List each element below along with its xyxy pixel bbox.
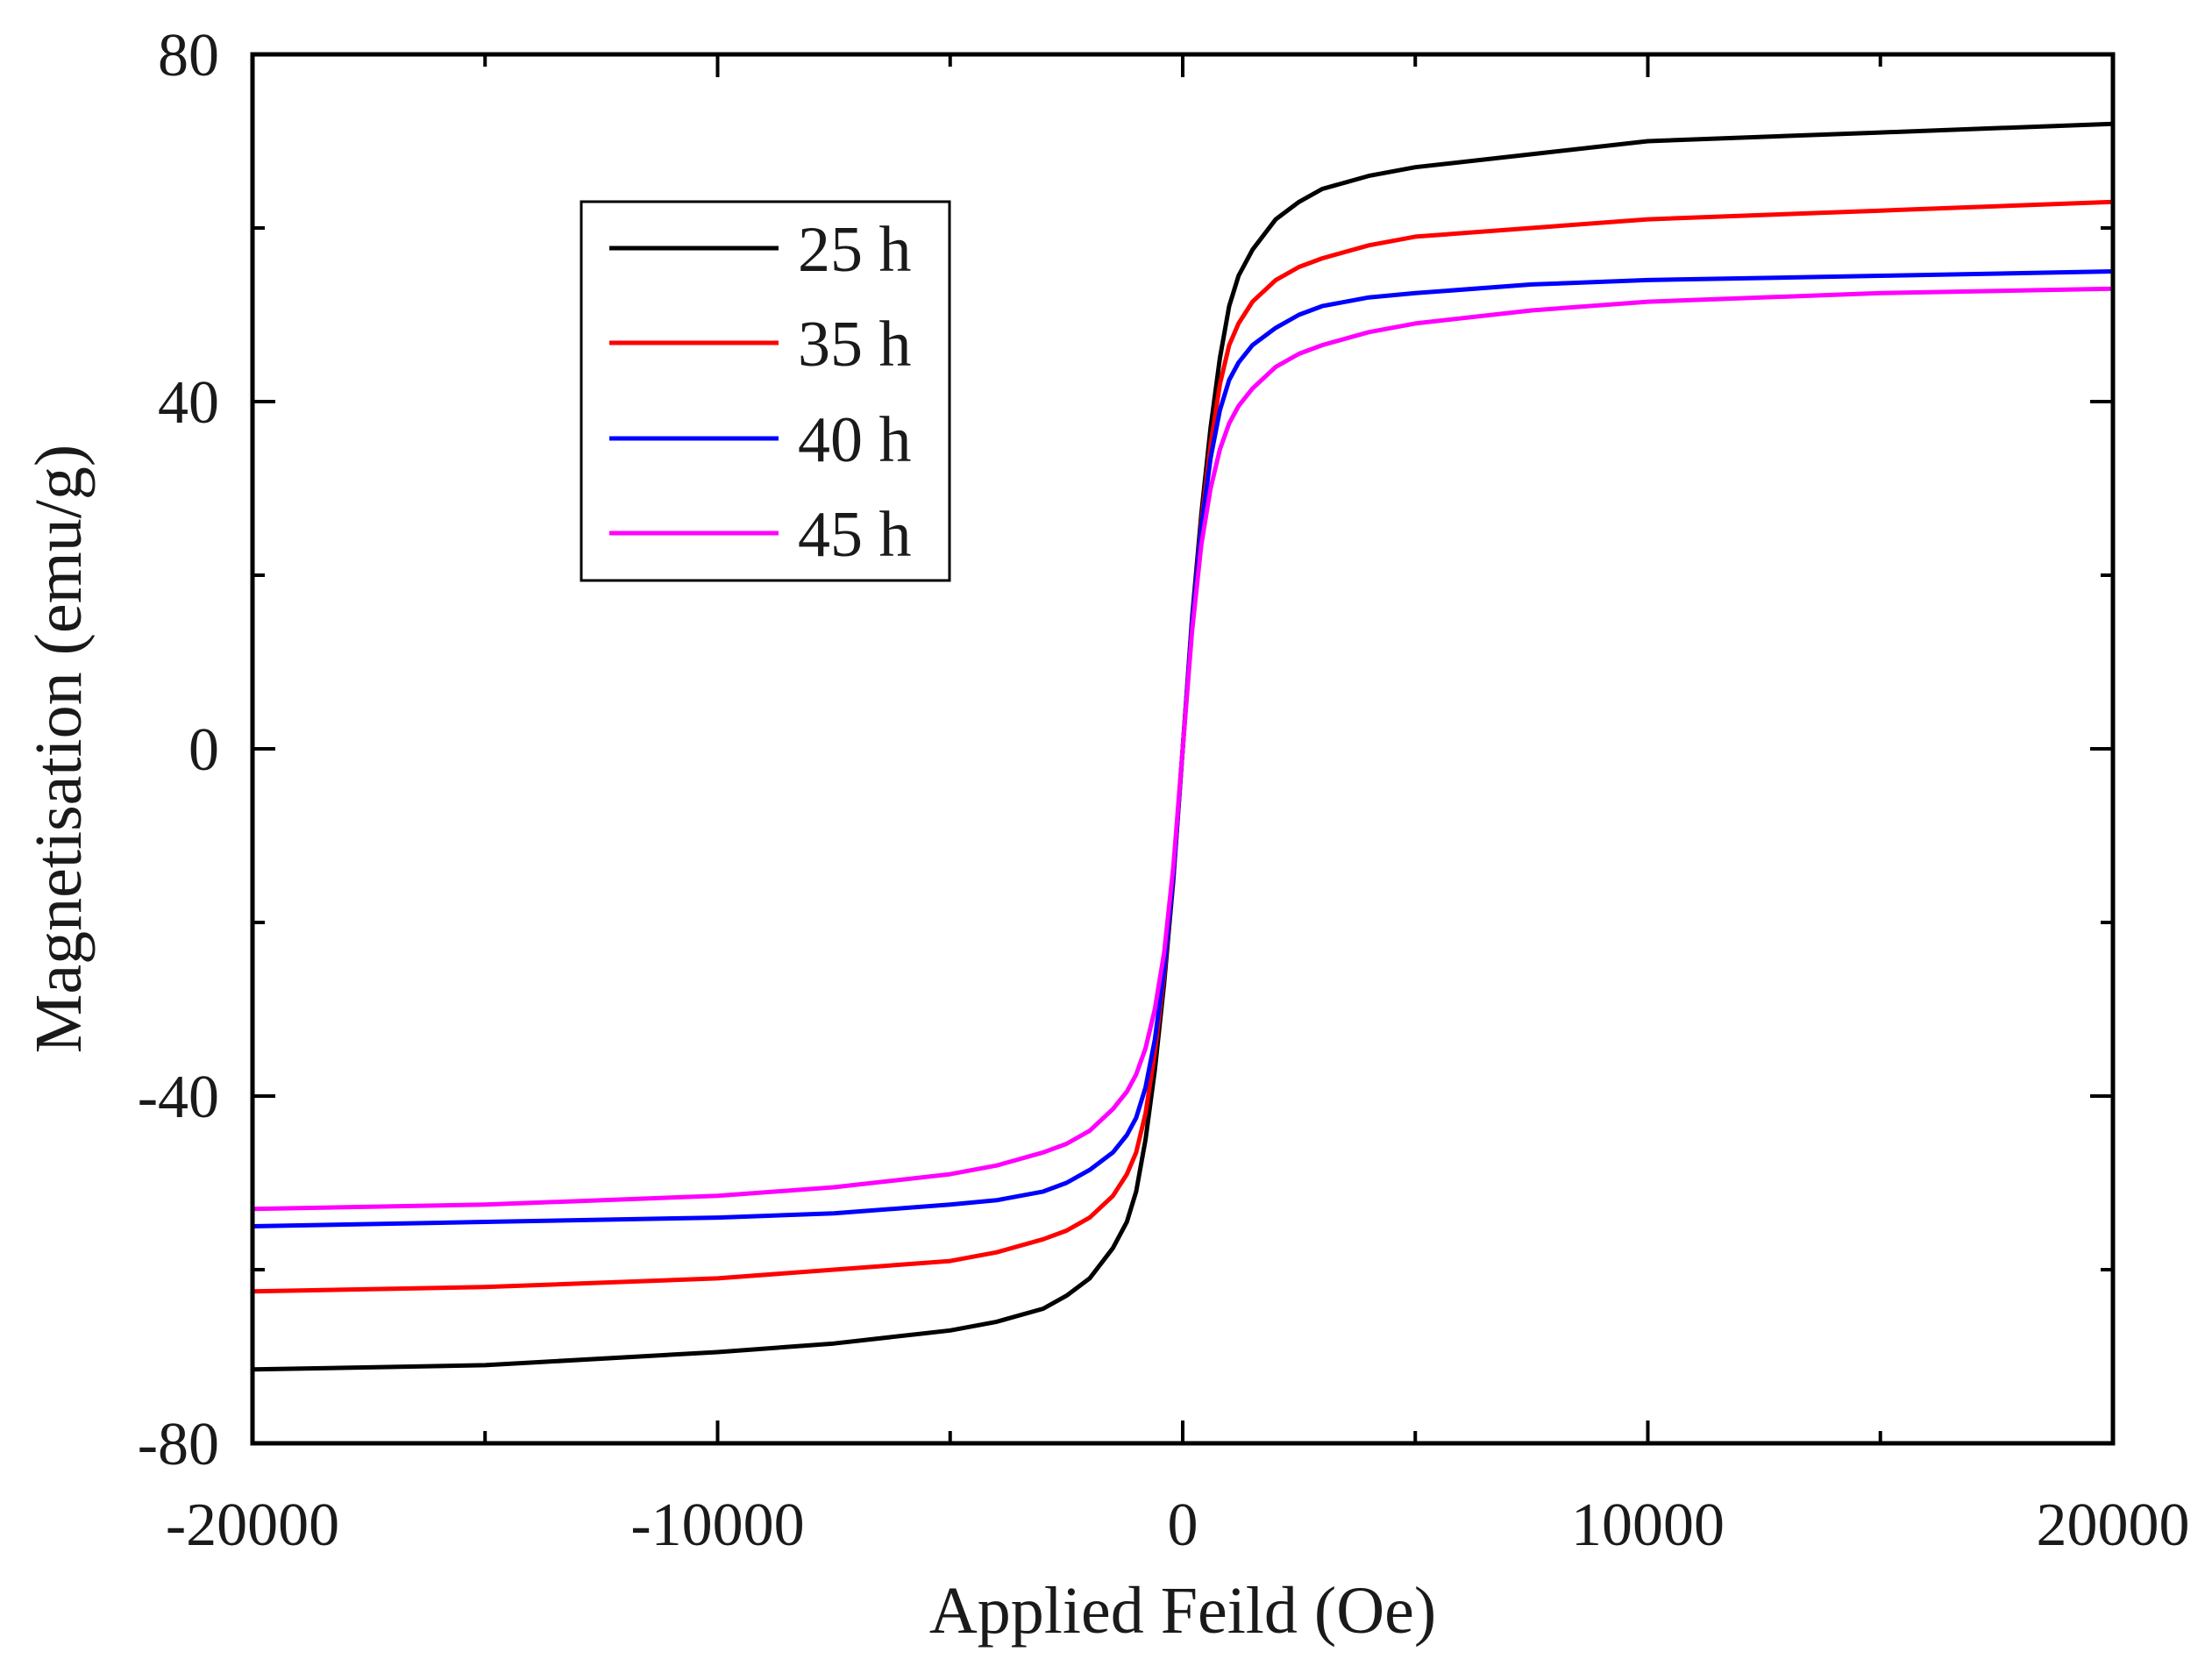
legend-label: 25 h <box>798 214 912 286</box>
x-tick-label: 0 <box>1168 1492 1198 1559</box>
series-line-45h <box>250 286 2116 1212</box>
y-tick-label: 0 <box>188 716 219 784</box>
x-axis-title: Applied Feild (Oe) <box>929 1574 1436 1648</box>
series-layer <box>250 121 2116 1372</box>
x-tick-label: 10000 <box>1571 1492 1725 1559</box>
x-tick-label: -20000 <box>166 1492 339 1559</box>
y-tick-label: -40 <box>138 1064 219 1131</box>
y-tick-label: 40 <box>158 369 219 437</box>
x-tick-label: -10000 <box>630 1492 804 1559</box>
y-axis-title: Magnetisation (emu/g) <box>22 445 96 1053</box>
legend-label: 45 h <box>798 499 912 571</box>
y-tick-label: -80 <box>138 1411 219 1478</box>
x-tick-label: 20000 <box>2037 1492 2190 1559</box>
tick-layer: -20000 -10000 0 10000 20000 -80 -40 0 40 80 <box>138 22 2190 1559</box>
legend-label: 35 h <box>798 309 912 381</box>
y-tick-label: 80 <box>158 22 219 89</box>
legend: 25 h 35 h 40 h 45 h <box>580 200 951 582</box>
legend-box <box>580 200 951 582</box>
legend-label: 40 h <box>798 404 912 476</box>
